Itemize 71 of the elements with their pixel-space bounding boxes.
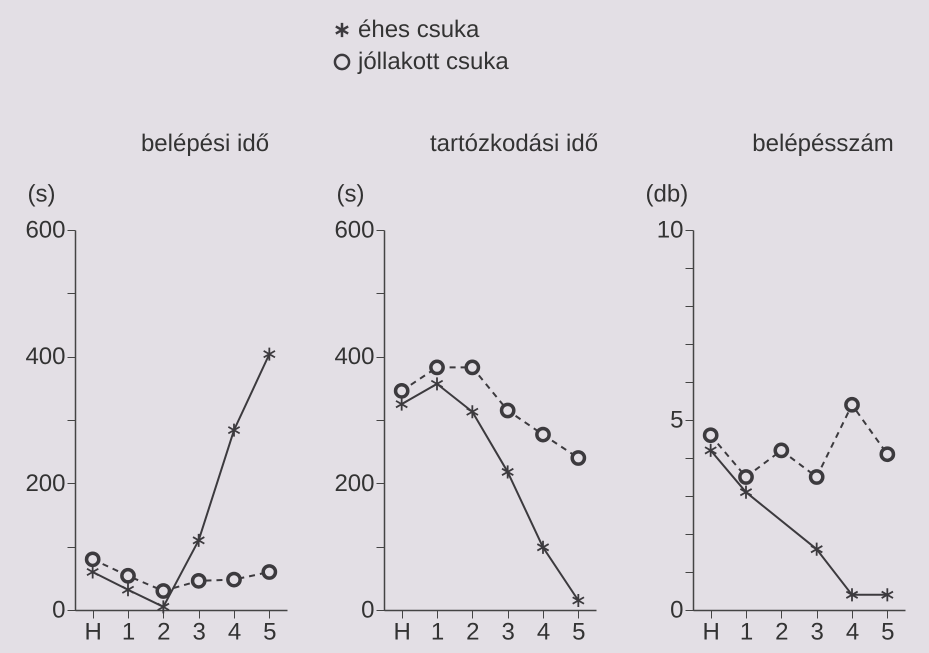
- point: [880, 587, 894, 602]
- point: [261, 564, 278, 580]
- x-tick-label: 3: [501, 618, 515, 646]
- point: [738, 469, 754, 485]
- x-tick-label: 5: [263, 618, 277, 646]
- point: [394, 383, 410, 399]
- point: [395, 396, 408, 412]
- y-tick-label: 200: [334, 470, 374, 497]
- point: [156, 599, 170, 614]
- point: [845, 587, 859, 602]
- y-tick-label: 10: [656, 216, 684, 244]
- point: [739, 484, 753, 500]
- point: [120, 568, 136, 584]
- x-tick-label: 4: [846, 618, 860, 646]
- legend-label: éhes csuka: [358, 16, 480, 43]
- point: [262, 346, 276, 362]
- chart-title: belépési idő: [140, 130, 270, 157]
- point: [808, 469, 825, 485]
- y-tick-label: 600: [334, 216, 374, 244]
- y-tick-label: 400: [25, 343, 66, 370]
- x-tick-label: 1: [740, 618, 754, 646]
- x-tick-label: 5: [881, 618, 895, 646]
- point: [84, 551, 101, 568]
- point: [570, 450, 586, 466]
- point: [155, 583, 172, 599]
- x-tick-label: 3: [192, 618, 206, 646]
- point: [702, 427, 719, 444]
- y-tick-label: 600: [25, 216, 66, 244]
- y-axis-title: (db): [646, 180, 688, 208]
- point: [226, 572, 242, 588]
- point: [190, 573, 207, 589]
- x-tick-label: 2: [466, 618, 480, 646]
- x-tick-label: 2: [775, 618, 789, 646]
- x-tick-label: 5: [572, 618, 586, 646]
- point: [227, 422, 241, 438]
- y-tick-label: 0: [670, 596, 684, 624]
- x-tick-label: 3: [810, 618, 824, 646]
- point: [466, 404, 479, 420]
- x-tick-label: 4: [536, 618, 550, 646]
- x-tick-label: 2: [157, 618, 171, 646]
- point: [536, 540, 550, 555]
- point: [879, 446, 896, 462]
- x-tick-label: H: [393, 618, 411, 646]
- point: [500, 402, 516, 418]
- chart-title: belépésszám: [752, 130, 894, 157]
- point: [430, 376, 444, 392]
- x-tick-label: 1: [122, 618, 136, 646]
- y-tick-label: 200: [25, 470, 66, 497]
- point: [572, 593, 585, 608]
- x-tick-label: 1: [430, 618, 444, 646]
- point: [192, 532, 206, 548]
- point: [704, 442, 718, 458]
- point: [501, 464, 514, 480]
- y-axis-title: (s): [336, 180, 364, 208]
- y-axis-title: (s): [28, 180, 56, 208]
- chart-title: tartózkodási idő: [430, 130, 598, 157]
- x-tick-label: H: [702, 618, 720, 646]
- point: [429, 360, 445, 376]
- x-tick-label: H: [84, 618, 102, 646]
- x-tick-label: 4: [228, 618, 242, 646]
- point: [464, 360, 480, 376]
- y-tick-label: 5: [670, 406, 684, 434]
- point: [810, 542, 824, 557]
- y-tick-label: 0: [361, 596, 374, 624]
- point: [535, 426, 551, 442]
- legend-label: jóllakott csuka: [357, 48, 510, 75]
- y-tick-label: 400: [334, 343, 374, 370]
- y-tick-label: 0: [52, 596, 66, 624]
- point: [121, 582, 135, 598]
- point: [844, 396, 860, 413]
- point: [773, 442, 790, 458]
